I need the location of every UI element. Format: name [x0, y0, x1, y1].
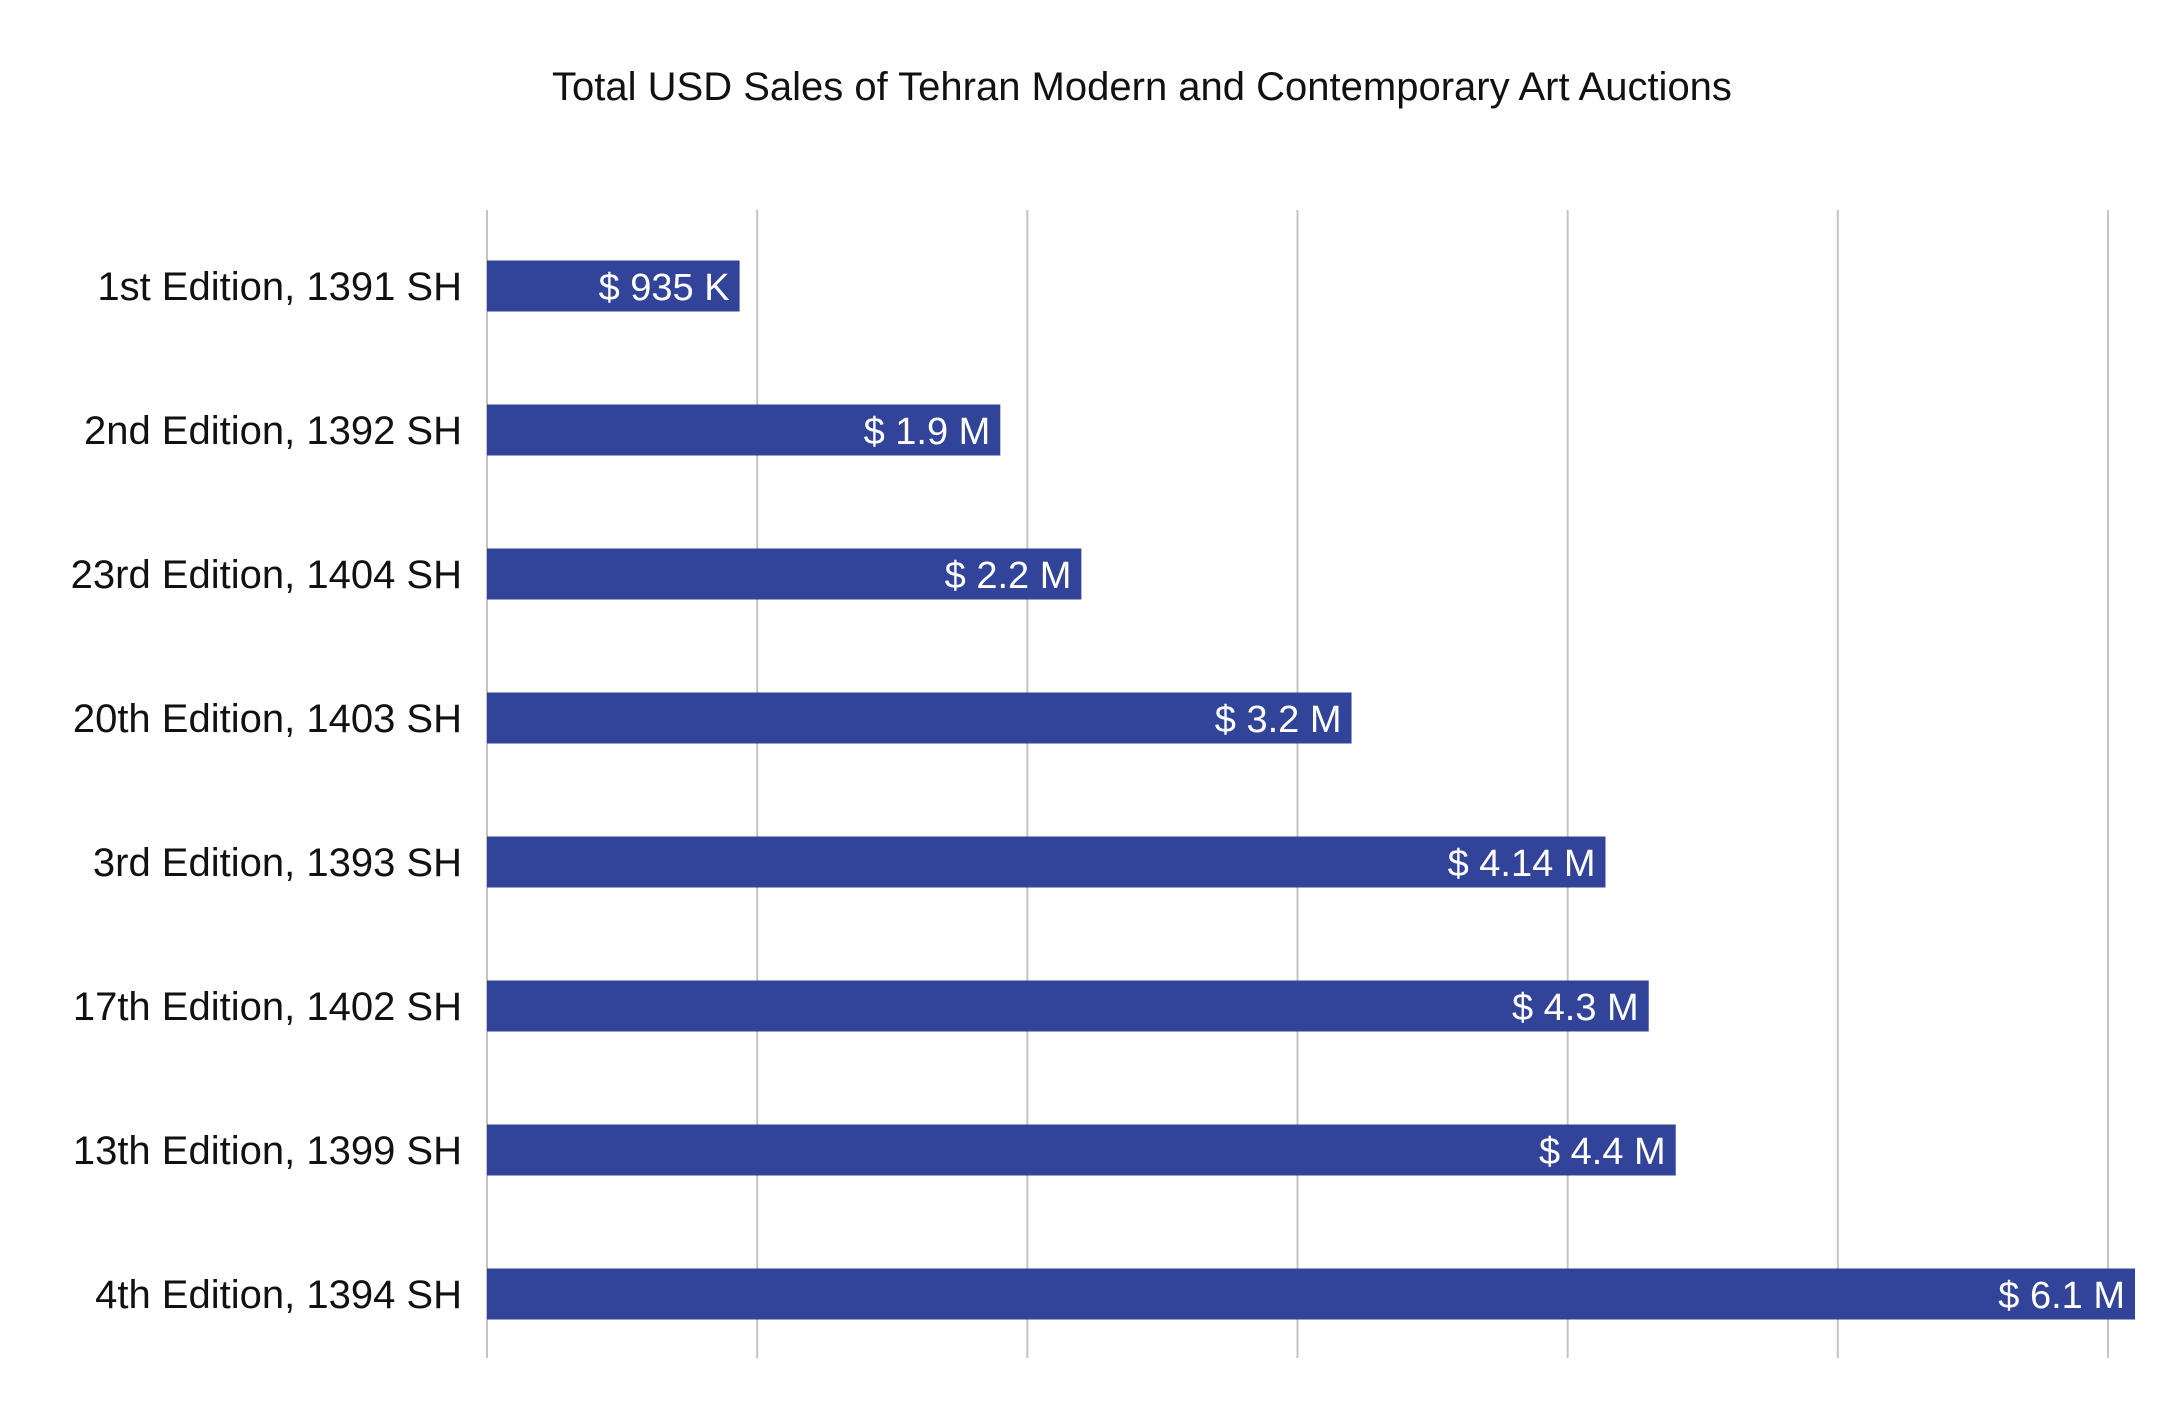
category-label-4: 3rd Edition, 1393 SH [93, 841, 462, 885]
category-label-3: 20th Edition, 1403 SH [73, 697, 462, 741]
bar-6 [487, 1124, 1676, 1176]
value-label-1: $ 1.9 M [864, 411, 991, 453]
value-labels: $ 935 K $ 1.9 M $ 2.2 M $ 3.2 M $ 4.14 M $ 4.… [599, 267, 2125, 1317]
value-label-2: $ 2.2 M [945, 555, 1072, 597]
bar-2 [487, 548, 1082, 600]
bar-7 [487, 1268, 2136, 1320]
value-label-0: $ 935 K [599, 267, 730, 309]
category-label-2: 23rd Edition, 1404 SH [71, 553, 462, 597]
category-labels: 1st Edition, 1391 SH 2nd Edition, 1392 SH… [71, 265, 462, 1317]
bar-3 [487, 692, 1352, 744]
value-label-3: $ 3.2 M [1215, 699, 1342, 741]
bar-0 [487, 260, 740, 312]
category-label-6: 13th Edition, 1399 SH [73, 1129, 462, 1173]
bar-4 [487, 836, 1606, 888]
gridlines [486, 210, 2109, 1358]
bars [487, 260, 2136, 1320]
value-label-6: $ 4.4 M [1539, 1131, 1666, 1173]
category-label-7: 4th Edition, 1394 SH [95, 1273, 462, 1317]
value-label-7: $ 6.1 M [1998, 1275, 2125, 1317]
category-label-0: 1st Edition, 1391 SH [97, 265, 462, 309]
bar-5 [487, 980, 1649, 1032]
category-label-1: 2nd Edition, 1392 SH [84, 409, 462, 453]
category-label-5: 17th Edition, 1402 SH [73, 985, 462, 1029]
value-label-4: $ 4.14 M [1448, 843, 1596, 885]
value-label-5: $ 4.3 M [1512, 987, 1639, 1029]
chart-title: Total USD Sales of Tehran Modern and Con… [552, 65, 1732, 109]
bar-1 [487, 404, 1001, 456]
